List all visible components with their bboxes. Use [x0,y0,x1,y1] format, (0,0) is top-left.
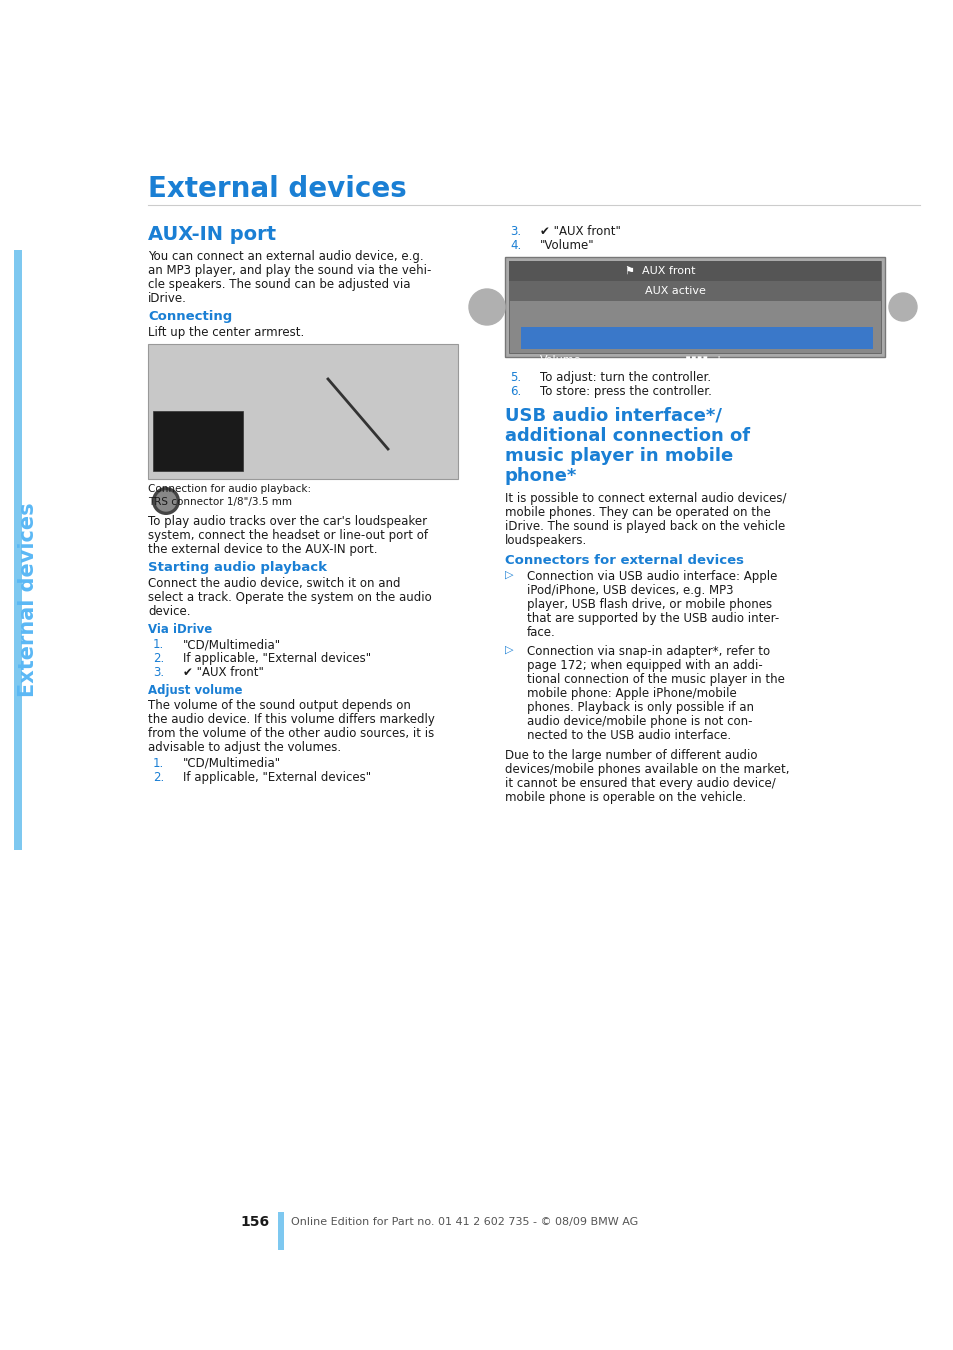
Text: ✔ "AUX front": ✔ "AUX front" [539,225,620,238]
Text: 2.: 2. [152,771,164,784]
Text: External devices: External devices [18,502,38,698]
Text: 6.: 6. [510,385,520,398]
Text: music player in mobile: music player in mobile [504,447,733,464]
Text: iDrive.: iDrive. [148,292,187,305]
Text: AUX-IN port: AUX-IN port [148,225,275,244]
Text: 156: 156 [240,1215,270,1228]
Text: ▷: ▷ [504,645,513,655]
Text: advisable to adjust the volumes.: advisable to adjust the volumes. [148,741,341,755]
Bar [148,344,457,479]
Bar [504,256,884,356]
Text: device.: device. [148,605,191,618]
Text: "CD/Multimedia": "CD/Multimedia" [183,757,281,769]
Text: ✔ "AUX front": ✔ "AUX front" [183,666,264,679]
Text: Lift up the center armrest.: Lift up the center armrest. [148,325,304,339]
Text: USB audio interface*/: USB audio interface*/ [504,406,721,425]
Text: tional connection of the music player in the: tional connection of the music player in… [526,674,784,686]
Text: "Volume": "Volume" [539,239,594,252]
Text: Connectors for external devices: Connectors for external devices [504,554,743,567]
Text: If applicable, "External devices": If applicable, "External devices" [183,652,371,666]
Text: ⚑  AUX front: ⚑ AUX front [624,266,695,275]
Circle shape [469,289,504,325]
Text: from the volume of the other audio sources, it is: from the volume of the other audio sourc… [148,728,434,740]
Text: Connection via snap-in adapter*, refer to: Connection via snap-in adapter*, refer t… [526,645,769,657]
Text: Connecting: Connecting [148,310,232,323]
Text: audio device/mobile phone is not con-: audio device/mobile phone is not con- [526,716,752,728]
Bar [277,1212,284,1250]
Text: AUX active: AUX active [644,286,705,296]
Bar [509,261,880,281]
Text: ▷: ▷ [504,570,513,580]
Text: mobile phone: Apple iPhone/mobile: mobile phone: Apple iPhone/mobile [526,687,736,701]
Text: 2.: 2. [152,652,164,666]
Text: Starting audio playback: Starting audio playback [148,562,327,574]
Bar [152,410,243,471]
Text: Connection for audio playback:: Connection for audio playback: [148,485,311,494]
Text: 3.: 3. [510,225,520,238]
Text: an MP3 player, and play the sound via the vehi-: an MP3 player, and play the sound via th… [148,265,431,277]
Text: -  ▮▮▮▮  +: - ▮▮▮▮ + [675,355,722,364]
Text: it cannot be ensured that every audio device/: it cannot be ensured that every audio de… [504,778,775,790]
Circle shape [152,487,180,514]
Text: You can connect an external audio device, e.g.: You can connect an external audio device… [148,250,423,263]
Text: the external device to the AUX-IN port.: the external device to the AUX-IN port. [148,543,377,556]
Bar [509,281,880,301]
Text: nected to the USB audio interface.: nected to the USB audio interface. [526,729,730,742]
Text: The volume of the sound output depends on: The volume of the sound output depends o… [148,699,411,711]
Bar [14,250,22,850]
Text: Due to the large number of different audio: Due to the large number of different aud… [504,749,757,761]
Circle shape [888,293,916,321]
Text: devices/mobile phones available on the market,: devices/mobile phones available on the m… [504,763,789,776]
Text: External devices: External devices [148,176,406,202]
Text: cle speakers. The sound can be adjusted via: cle speakers. The sound can be adjusted … [148,278,410,292]
Bar [509,261,880,352]
Text: If applicable, "External devices": If applicable, "External devices" [183,771,371,784]
Text: To play audio tracks over the car's loudspeaker: To play audio tracks over the car's loud… [148,514,427,528]
Text: Via iDrive: Via iDrive [148,622,212,636]
Text: "CD/Multimedia": "CD/Multimedia" [183,639,281,651]
Text: phone*: phone* [504,467,577,485]
Text: 1.: 1. [152,757,164,769]
Text: that are supported by the USB audio inter-: that are supported by the USB audio inte… [526,612,779,625]
Text: Adjust volume: Adjust volume [148,684,242,697]
Text: 1.: 1. [152,639,164,651]
Text: phones. Playback is only possible if an: phones. Playback is only possible if an [526,701,753,714]
Text: mobile phones. They can be operated on the: mobile phones. They can be operated on t… [504,506,770,518]
Text: AUX
IN: AUX IN [184,490,206,512]
Text: TRS connector 1/8"/3.5 mm: TRS connector 1/8"/3.5 mm [148,497,292,508]
Text: face.: face. [526,626,556,639]
Text: select a track. Operate the system on the audio: select a track. Operate the system on th… [148,591,432,603]
Text: 5.: 5. [510,371,520,383]
Text: loudspeakers.: loudspeakers. [504,535,587,547]
Text: Online Edition for Part no. 01 41 2 602 735 - © 08/09 BMW AG: Online Edition for Part no. 01 41 2 602 … [291,1216,638,1227]
Text: Volume: Volume [539,355,581,364]
Circle shape [156,491,175,512]
Text: 4.: 4. [510,239,520,252]
Text: Connection via USB audio interface: Apple: Connection via USB audio interface: Appl… [526,570,777,583]
Text: mobile phone is operable on the vehicle.: mobile phone is operable on the vehicle. [504,791,745,805]
Text: iPod/iPhone, USB devices, e.g. MP3: iPod/iPhone, USB devices, e.g. MP3 [526,585,733,597]
Text: It is possible to connect external audio devices/: It is possible to connect external audio… [504,491,785,505]
Text: To store: press the controller.: To store: press the controller. [539,385,711,398]
Text: system, connect the headset or line-out port of: system, connect the headset or line-out … [148,529,428,541]
Text: additional connection of: additional connection of [504,427,749,446]
Text: To adjust: turn the controller.: To adjust: turn the controller. [539,371,710,383]
Text: iDrive. The sound is played back on the vehicle: iDrive. The sound is played back on the … [504,520,784,533]
Text: page 172; when equipped with an addi-: page 172; when equipped with an addi- [526,659,762,672]
Text: 3.: 3. [152,666,164,679]
Text: the audio device. If this volume differs markedly: the audio device. If this volume differs… [148,713,435,726]
Text: Connect the audio device, switch it on and: Connect the audio device, switch it on a… [148,576,400,590]
Text: player, USB flash drive, or mobile phones: player, USB flash drive, or mobile phone… [526,598,771,612]
Bar [520,327,872,350]
